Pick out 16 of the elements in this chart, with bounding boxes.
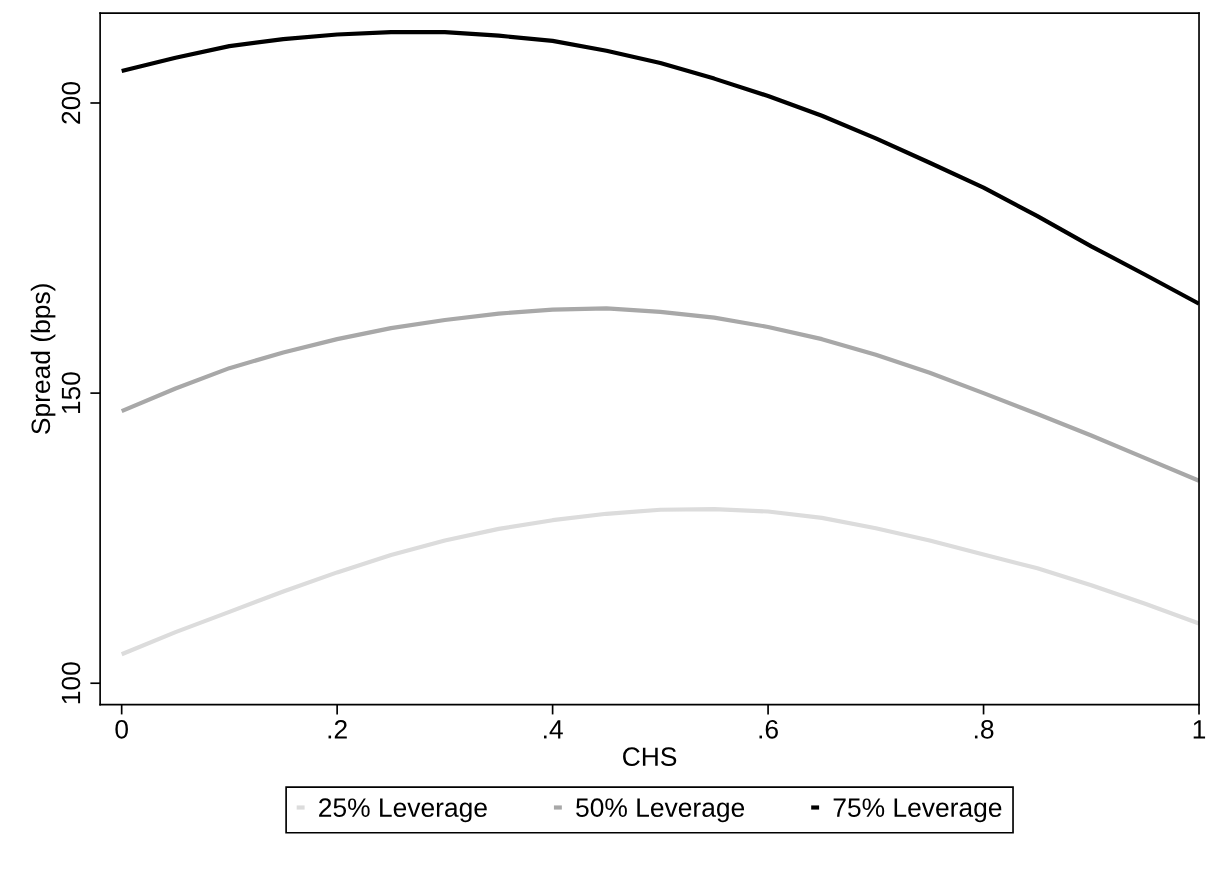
x-tick-label: 0 [115,719,128,739]
y-tick-label: 200 [61,82,81,124]
y-axis-title: Spread (bps) [30,284,56,434]
x-tick-label: .2 [328,719,347,739]
x-tick-label: 1 [1193,720,1206,739]
y-tick-label: 100 [61,662,81,704]
y-tick-label: 150 [61,372,81,414]
x-tick-label: .4 [544,720,563,739]
legend-label: 75% Leverage [833,798,1002,823]
x-tick-label: .6 [759,719,778,739]
x-tick-label: .8 [974,719,994,739]
legend-label: 50% Leverage [576,798,745,823]
legend-label: 25% Leverage [319,798,487,823]
x-axis-title: CHS [623,747,677,767]
line-series [119,306,1200,483]
line-series [119,507,1200,657]
